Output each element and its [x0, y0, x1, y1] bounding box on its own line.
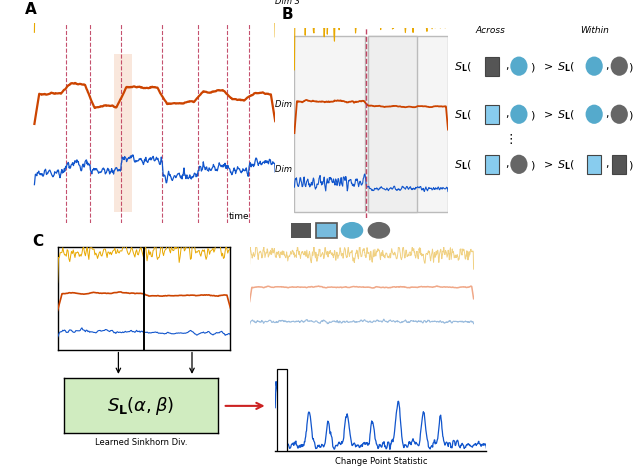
- Bar: [485, 105, 499, 125]
- Text: $S_\mathbf{L}(\alpha,\beta)$: $S_\mathbf{L}(\alpha,\beta)$: [108, 394, 174, 416]
- Text: $S_\mathbf{L}($: $S_\mathbf{L}($: [454, 60, 472, 74]
- Text: Within: Within: [580, 26, 609, 35]
- Text: $)$: $)$: [628, 159, 634, 171]
- Text: A: A: [25, 2, 36, 17]
- Circle shape: [510, 105, 527, 125]
- Text: $\beta$: $\beta$: [180, 378, 194, 400]
- Text: $S_\mathbf{L}($: $S_\mathbf{L}($: [454, 158, 472, 172]
- Text: $,$: $,$: [504, 160, 509, 170]
- Bar: [277, 369, 287, 451]
- Text: $>$: $>$: [541, 62, 554, 72]
- Text: $\alpha$: $\alpha$: [94, 378, 108, 397]
- Text: $)$: $)$: [530, 109, 535, 121]
- Text: $\vdots$: $\vdots$: [504, 132, 513, 146]
- Text: $S_\mathbf{L}($: $S_\mathbf{L}($: [454, 108, 472, 122]
- Circle shape: [611, 105, 628, 125]
- Circle shape: [611, 58, 628, 77]
- Text: $>$: $>$: [541, 110, 554, 120]
- Text: $S_\mathbf{L}($: $S_\mathbf{L}($: [557, 158, 574, 172]
- Circle shape: [510, 58, 527, 77]
- Bar: [485, 155, 499, 175]
- Text: Dim 2: Dim 2: [275, 100, 300, 109]
- Bar: [367, 37, 417, 212]
- Circle shape: [510, 155, 527, 175]
- Text: $,$: $,$: [605, 110, 609, 120]
- Text: $)$: $)$: [530, 159, 535, 171]
- Text: $,$: $,$: [605, 160, 609, 170]
- Text: B: B: [282, 7, 294, 22]
- Text: $)$: $)$: [628, 109, 634, 121]
- Text: $,$: $,$: [605, 62, 609, 72]
- Text: C: C: [32, 233, 43, 248]
- Bar: [485, 58, 499, 77]
- Text: Change Point Statistic: Change Point Statistic: [335, 456, 427, 465]
- Circle shape: [586, 105, 603, 125]
- Bar: [612, 155, 627, 175]
- Text: $S_\mathbf{L}($: $S_\mathbf{L}($: [557, 60, 574, 74]
- Text: Across: Across: [476, 26, 505, 35]
- Bar: [367, 37, 448, 212]
- Text: Dim 3: Dim 3: [275, 0, 300, 6]
- Text: $,$: $,$: [504, 110, 509, 120]
- Bar: [587, 155, 602, 175]
- Text: time: time: [228, 211, 250, 220]
- Text: Dim 1: Dim 1: [275, 164, 300, 173]
- Bar: [114, 55, 132, 213]
- Text: $)$: $)$: [628, 60, 634, 73]
- Text: $,$: $,$: [504, 62, 509, 72]
- Text: $)$: $)$: [530, 60, 535, 73]
- Text: $S_\mathbf{L}($: $S_\mathbf{L}($: [557, 108, 574, 122]
- Text: Learned Sinkhorn Div.: Learned Sinkhorn Div.: [95, 437, 187, 446]
- Text: $>$: $>$: [541, 160, 554, 170]
- Circle shape: [586, 58, 603, 77]
- Bar: [294, 37, 365, 212]
